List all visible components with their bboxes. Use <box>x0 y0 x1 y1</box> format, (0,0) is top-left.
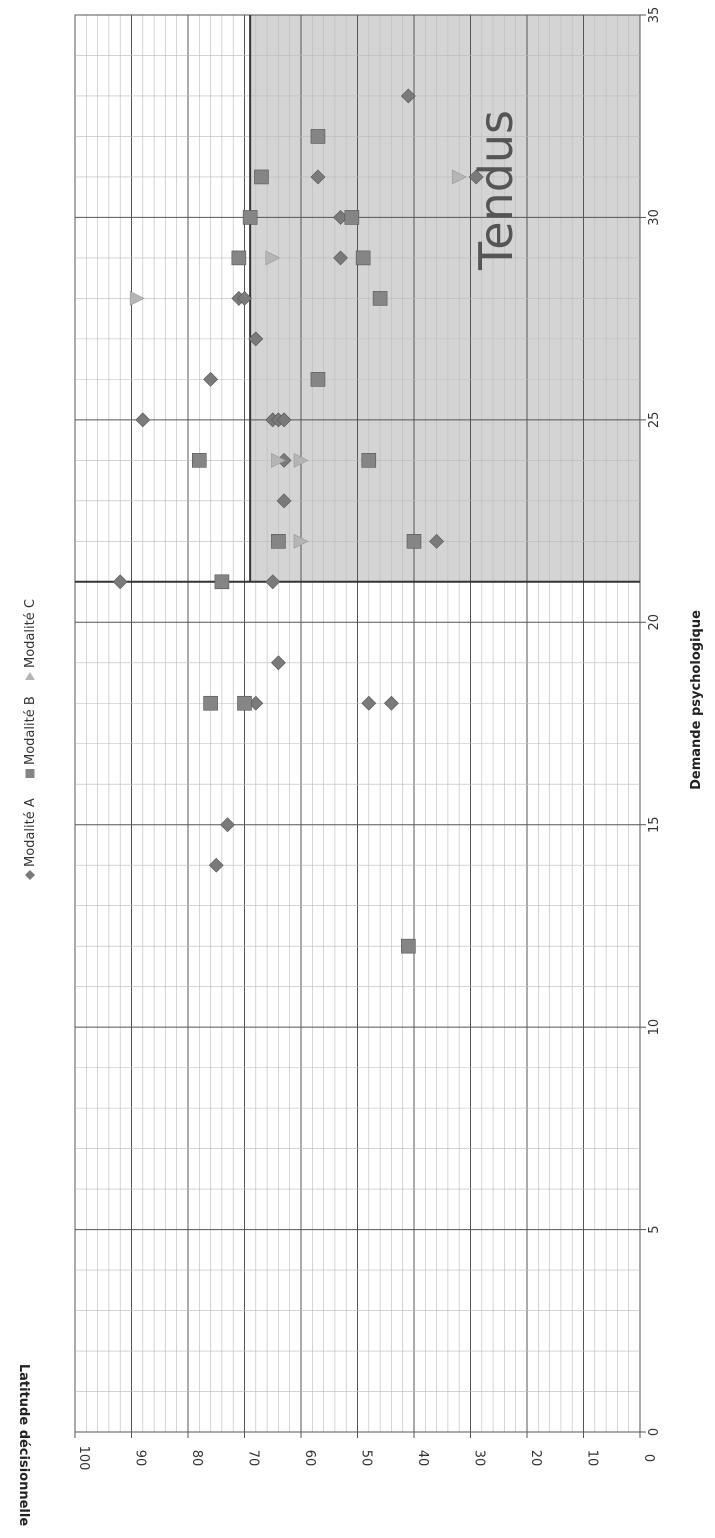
y-axis-ticks: 0 10 20 30 40 50 60 70 80 90 100 <box>74 1432 656 1471</box>
point-modalite-a <box>400 88 416 104</box>
x-tick-label: 35 <box>647 7 662 24</box>
legend-item-c: Modalité C <box>23 599 38 680</box>
point-modalite-b <box>203 695 218 711</box>
point-modalite-b <box>406 534 422 549</box>
point-modalite-b <box>310 129 326 144</box>
point-modalite-b <box>242 210 258 225</box>
point-modalite-b <box>310 372 326 387</box>
triangle-icon <box>25 672 35 680</box>
point-modalite-c <box>265 250 281 266</box>
legend-label-a: Modalité A <box>23 798 38 867</box>
point-modalite-a <box>276 493 292 509</box>
point-modalite-b <box>214 574 230 590</box>
x-axis-ticks: 0 5 10 15 20 25 30 35 <box>640 7 662 1436</box>
legend-label-b: Modalité B <box>23 696 38 765</box>
point-modalite-b <box>254 169 269 185</box>
point-modalite-b <box>192 453 207 468</box>
square-icon <box>25 769 35 778</box>
point-modalite-a <box>237 290 252 306</box>
x-tick-label: 0 <box>647 1428 662 1436</box>
point-modalite-a <box>220 817 235 833</box>
point-modalite-c <box>271 452 287 468</box>
point-modalite-a <box>429 533 445 549</box>
x-tick-label: 10 <box>647 1019 662 1036</box>
point-modalite-b <box>271 534 286 549</box>
y-tick-label: 0 <box>641 1454 656 1462</box>
x-tick-label: 5 <box>647 1225 662 1233</box>
y-tick-label: 100 <box>76 1446 91 1471</box>
point-modalite-a <box>333 250 348 266</box>
data-points <box>112 88 484 954</box>
grid-lines <box>74 14 641 1433</box>
point-modalite-b <box>344 210 360 225</box>
point-modalite-a <box>248 331 264 347</box>
point-modalite-b <box>401 938 416 954</box>
point-modalite-c <box>129 290 145 306</box>
y-tick-label: 80 <box>189 1450 204 1467</box>
x-tick-label: 25 <box>647 412 662 429</box>
x-tick-label: 15 <box>647 816 662 833</box>
y-tick-label: 60 <box>302 1450 317 1467</box>
x-tick-label: 30 <box>647 209 662 226</box>
point-modalite-a <box>276 412 292 428</box>
point-modalite-a <box>135 412 151 428</box>
point-modalite-a <box>265 574 281 590</box>
point-modalite-b <box>372 291 388 306</box>
tendus-label: Tendus <box>469 110 523 271</box>
legend-item-b: Modalité B <box>23 696 38 778</box>
point-modalite-b <box>231 250 247 266</box>
diamond-icon <box>25 870 35 880</box>
y-tick-label: 30 <box>472 1450 487 1467</box>
x-tick-label: 20 <box>647 614 662 631</box>
point-modalite-a <box>203 371 219 387</box>
point-modalite-a <box>208 857 224 873</box>
point-modalite-a <box>383 695 399 711</box>
legend: Modalité A Modalité B Modalité C <box>23 599 38 880</box>
point-modalite-a <box>112 574 128 590</box>
point-modalite-c <box>451 169 467 185</box>
point-modalite-a <box>270 655 286 671</box>
point-modalite-b <box>237 695 252 711</box>
point-modalite-c <box>293 452 309 468</box>
point-modalite-c <box>293 533 309 549</box>
y-tick-label: 10 <box>585 1450 600 1467</box>
point-modalite-a <box>468 169 484 185</box>
point-modalite-b <box>361 453 377 468</box>
y-tick-label: 70 <box>246 1450 261 1467</box>
point-modalite-a <box>361 695 377 711</box>
x-axis-title: Demande psychologique <box>689 610 704 790</box>
y-tick-label: 20 <box>528 1450 543 1467</box>
point-modalite-a <box>310 169 326 185</box>
legend-item-a: Modalité A <box>23 798 38 880</box>
y-axis-title: Latitude décisionnelle <box>16 1364 31 1526</box>
y-tick-label: 90 <box>133 1450 148 1467</box>
y-tick-label: 40 <box>415 1450 430 1467</box>
point-modalite-b <box>355 250 371 266</box>
y-tick-label: 50 <box>359 1450 374 1467</box>
legend-label-c: Modalité C <box>23 599 38 668</box>
